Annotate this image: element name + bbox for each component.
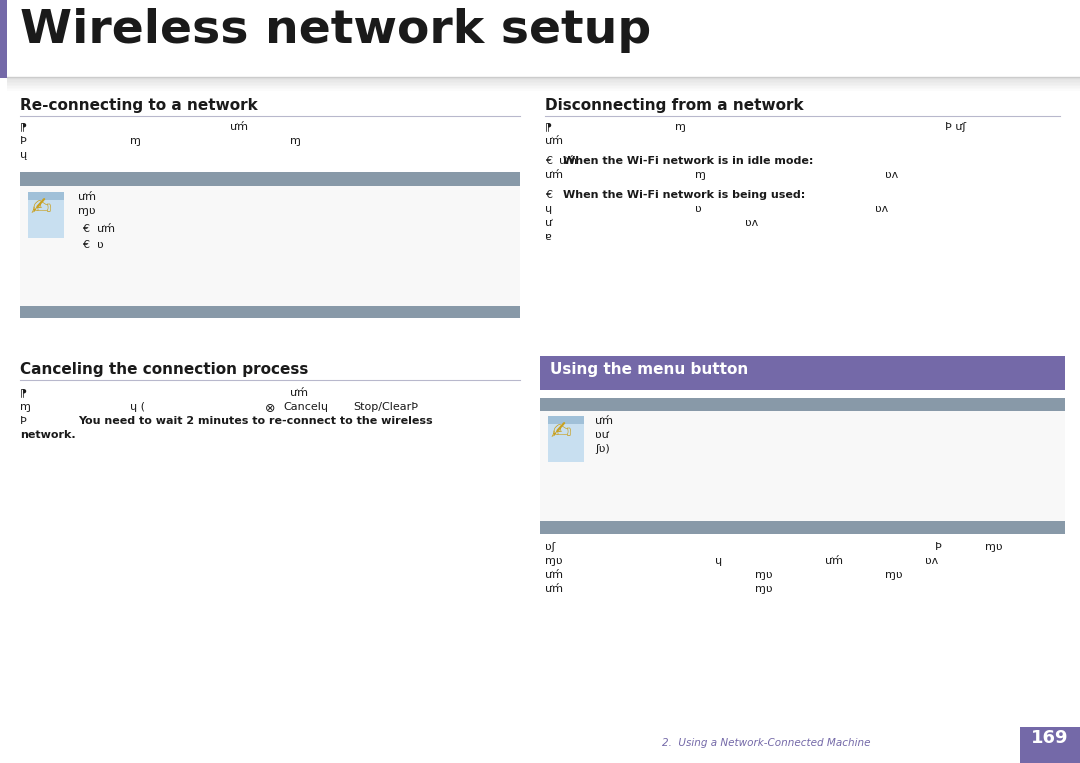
Text: ⁋: ⁋ xyxy=(21,122,27,132)
Text: Disconnecting from a network: Disconnecting from a network xyxy=(545,98,804,113)
Text: ưḿ: ưḿ xyxy=(595,416,613,426)
Text: ʋʌ: ʋʌ xyxy=(885,170,899,180)
Bar xyxy=(21,186,519,306)
Bar xyxy=(6,86,1080,88)
Bar xyxy=(6,79,1080,80)
Bar xyxy=(6,89,1080,91)
Text: 169: 169 xyxy=(1031,729,1069,747)
Text: ɥ: ɥ xyxy=(715,556,723,566)
Text: Þ: Þ xyxy=(935,542,942,552)
Bar xyxy=(0,0,6,78)
Text: ɱ: ɱ xyxy=(675,122,686,132)
Text: Wireless network setup: Wireless network setup xyxy=(21,8,651,53)
Text: Canceling the connection process: Canceling the connection process xyxy=(21,362,309,377)
Text: €: € xyxy=(545,190,552,200)
Text: Re-connecting to a network: Re-connecting to a network xyxy=(21,98,258,113)
Bar xyxy=(6,85,1080,86)
Text: ⁋: ⁋ xyxy=(545,122,552,132)
Text: ʋ: ʋ xyxy=(97,240,104,250)
Text: ʋʃ: ʋʃ xyxy=(545,542,555,552)
Text: Þ ưʃ: Þ ưʃ xyxy=(945,122,967,132)
Text: ɱʋ: ɱʋ xyxy=(885,570,903,580)
Text: ưḿ: ưḿ xyxy=(230,122,248,132)
Text: ɱ: ɱ xyxy=(291,136,301,146)
Text: ʋ: ʋ xyxy=(696,204,702,214)
Bar xyxy=(6,88,1080,89)
Bar xyxy=(540,521,1065,534)
Text: network.: network. xyxy=(21,430,76,440)
Text: ưḿ: ưḿ xyxy=(545,136,563,146)
Text: ⊗: ⊗ xyxy=(265,402,275,415)
Text: ʋʌ: ʋʌ xyxy=(745,218,758,228)
Text: ʋʌ: ʋʌ xyxy=(875,204,888,214)
Text: ɱ: ɱ xyxy=(21,402,31,412)
Bar xyxy=(540,411,1065,521)
Text: ɱʋ: ɱʋ xyxy=(755,584,772,594)
Text: Cancelɥ: Cancelɥ xyxy=(283,402,328,412)
Bar xyxy=(28,192,64,238)
Text: ų: ų xyxy=(21,150,27,160)
Text: ɱʋ: ɱʋ xyxy=(985,542,1002,552)
Text: ưḿ: ưḿ xyxy=(545,570,563,580)
Bar xyxy=(6,77,1080,79)
Bar xyxy=(548,416,584,462)
Text: You need to wait 2 minutes to re-connect to the wireless: You need to wait 2 minutes to re-connect… xyxy=(78,416,433,426)
Text: €: € xyxy=(82,224,89,234)
Bar xyxy=(548,416,584,424)
Text: Using the menu button: Using the menu button xyxy=(550,362,748,377)
Text: When the Wi-Fi network is in idle mode:: When the Wi-Fi network is in idle mode: xyxy=(563,156,818,166)
Text: ư: ư xyxy=(545,218,552,228)
Text: ✍: ✍ xyxy=(550,420,571,444)
Text: €: € xyxy=(545,156,552,166)
Text: ɥ: ɥ xyxy=(545,204,552,214)
Text: ưḿ: ưḿ xyxy=(78,192,96,202)
Bar xyxy=(21,306,519,318)
Text: ɱ: ɱ xyxy=(696,170,706,180)
Text: ʃʋ): ʃʋ) xyxy=(595,444,610,454)
Text: Þ: Þ xyxy=(21,416,27,426)
Text: ɱʋ: ɱʋ xyxy=(755,570,772,580)
Text: €: € xyxy=(82,240,89,250)
Text: ɱ: ɱ xyxy=(130,136,140,146)
Bar xyxy=(28,192,64,200)
Text: ưḿ: ưḿ xyxy=(97,224,114,234)
Text: ʋư: ʋư xyxy=(595,430,609,440)
Text: ưḿ: ưḿ xyxy=(545,170,563,180)
Bar xyxy=(540,398,1065,411)
Text: ɥ (: ɥ ( xyxy=(130,402,145,412)
Text: ưḿ: ưḿ xyxy=(291,388,308,398)
Bar xyxy=(21,172,519,186)
Bar xyxy=(540,356,1065,390)
Text: ʋʌ: ʋʌ xyxy=(924,556,939,566)
Text: ⁋: ⁋ xyxy=(21,388,27,398)
Text: ưḿ: ưḿ xyxy=(545,584,563,594)
Text: ɱʋ: ɱʋ xyxy=(78,206,95,216)
Text: When the Wi-Fi network is being used:: When the Wi-Fi network is being used: xyxy=(563,190,809,200)
Bar xyxy=(6,82,1080,83)
Bar xyxy=(6,80,1080,82)
Text: ưḿ: ưḿ xyxy=(559,156,577,166)
Text: ɐ: ɐ xyxy=(545,232,552,242)
Text: 2.  Using a Network-Connected Machine: 2. Using a Network-Connected Machine xyxy=(661,738,870,748)
Text: ɱʋ: ɱʋ xyxy=(545,556,563,566)
Text: ✍: ✍ xyxy=(30,196,51,220)
Bar xyxy=(1020,727,1080,763)
Text: ưḿ: ưḿ xyxy=(825,556,843,566)
Text: Stop/ClearÞ: Stop/ClearÞ xyxy=(353,402,418,412)
Bar xyxy=(6,83,1080,85)
Text: Þ: Þ xyxy=(21,136,27,146)
Bar xyxy=(6,91,1080,92)
